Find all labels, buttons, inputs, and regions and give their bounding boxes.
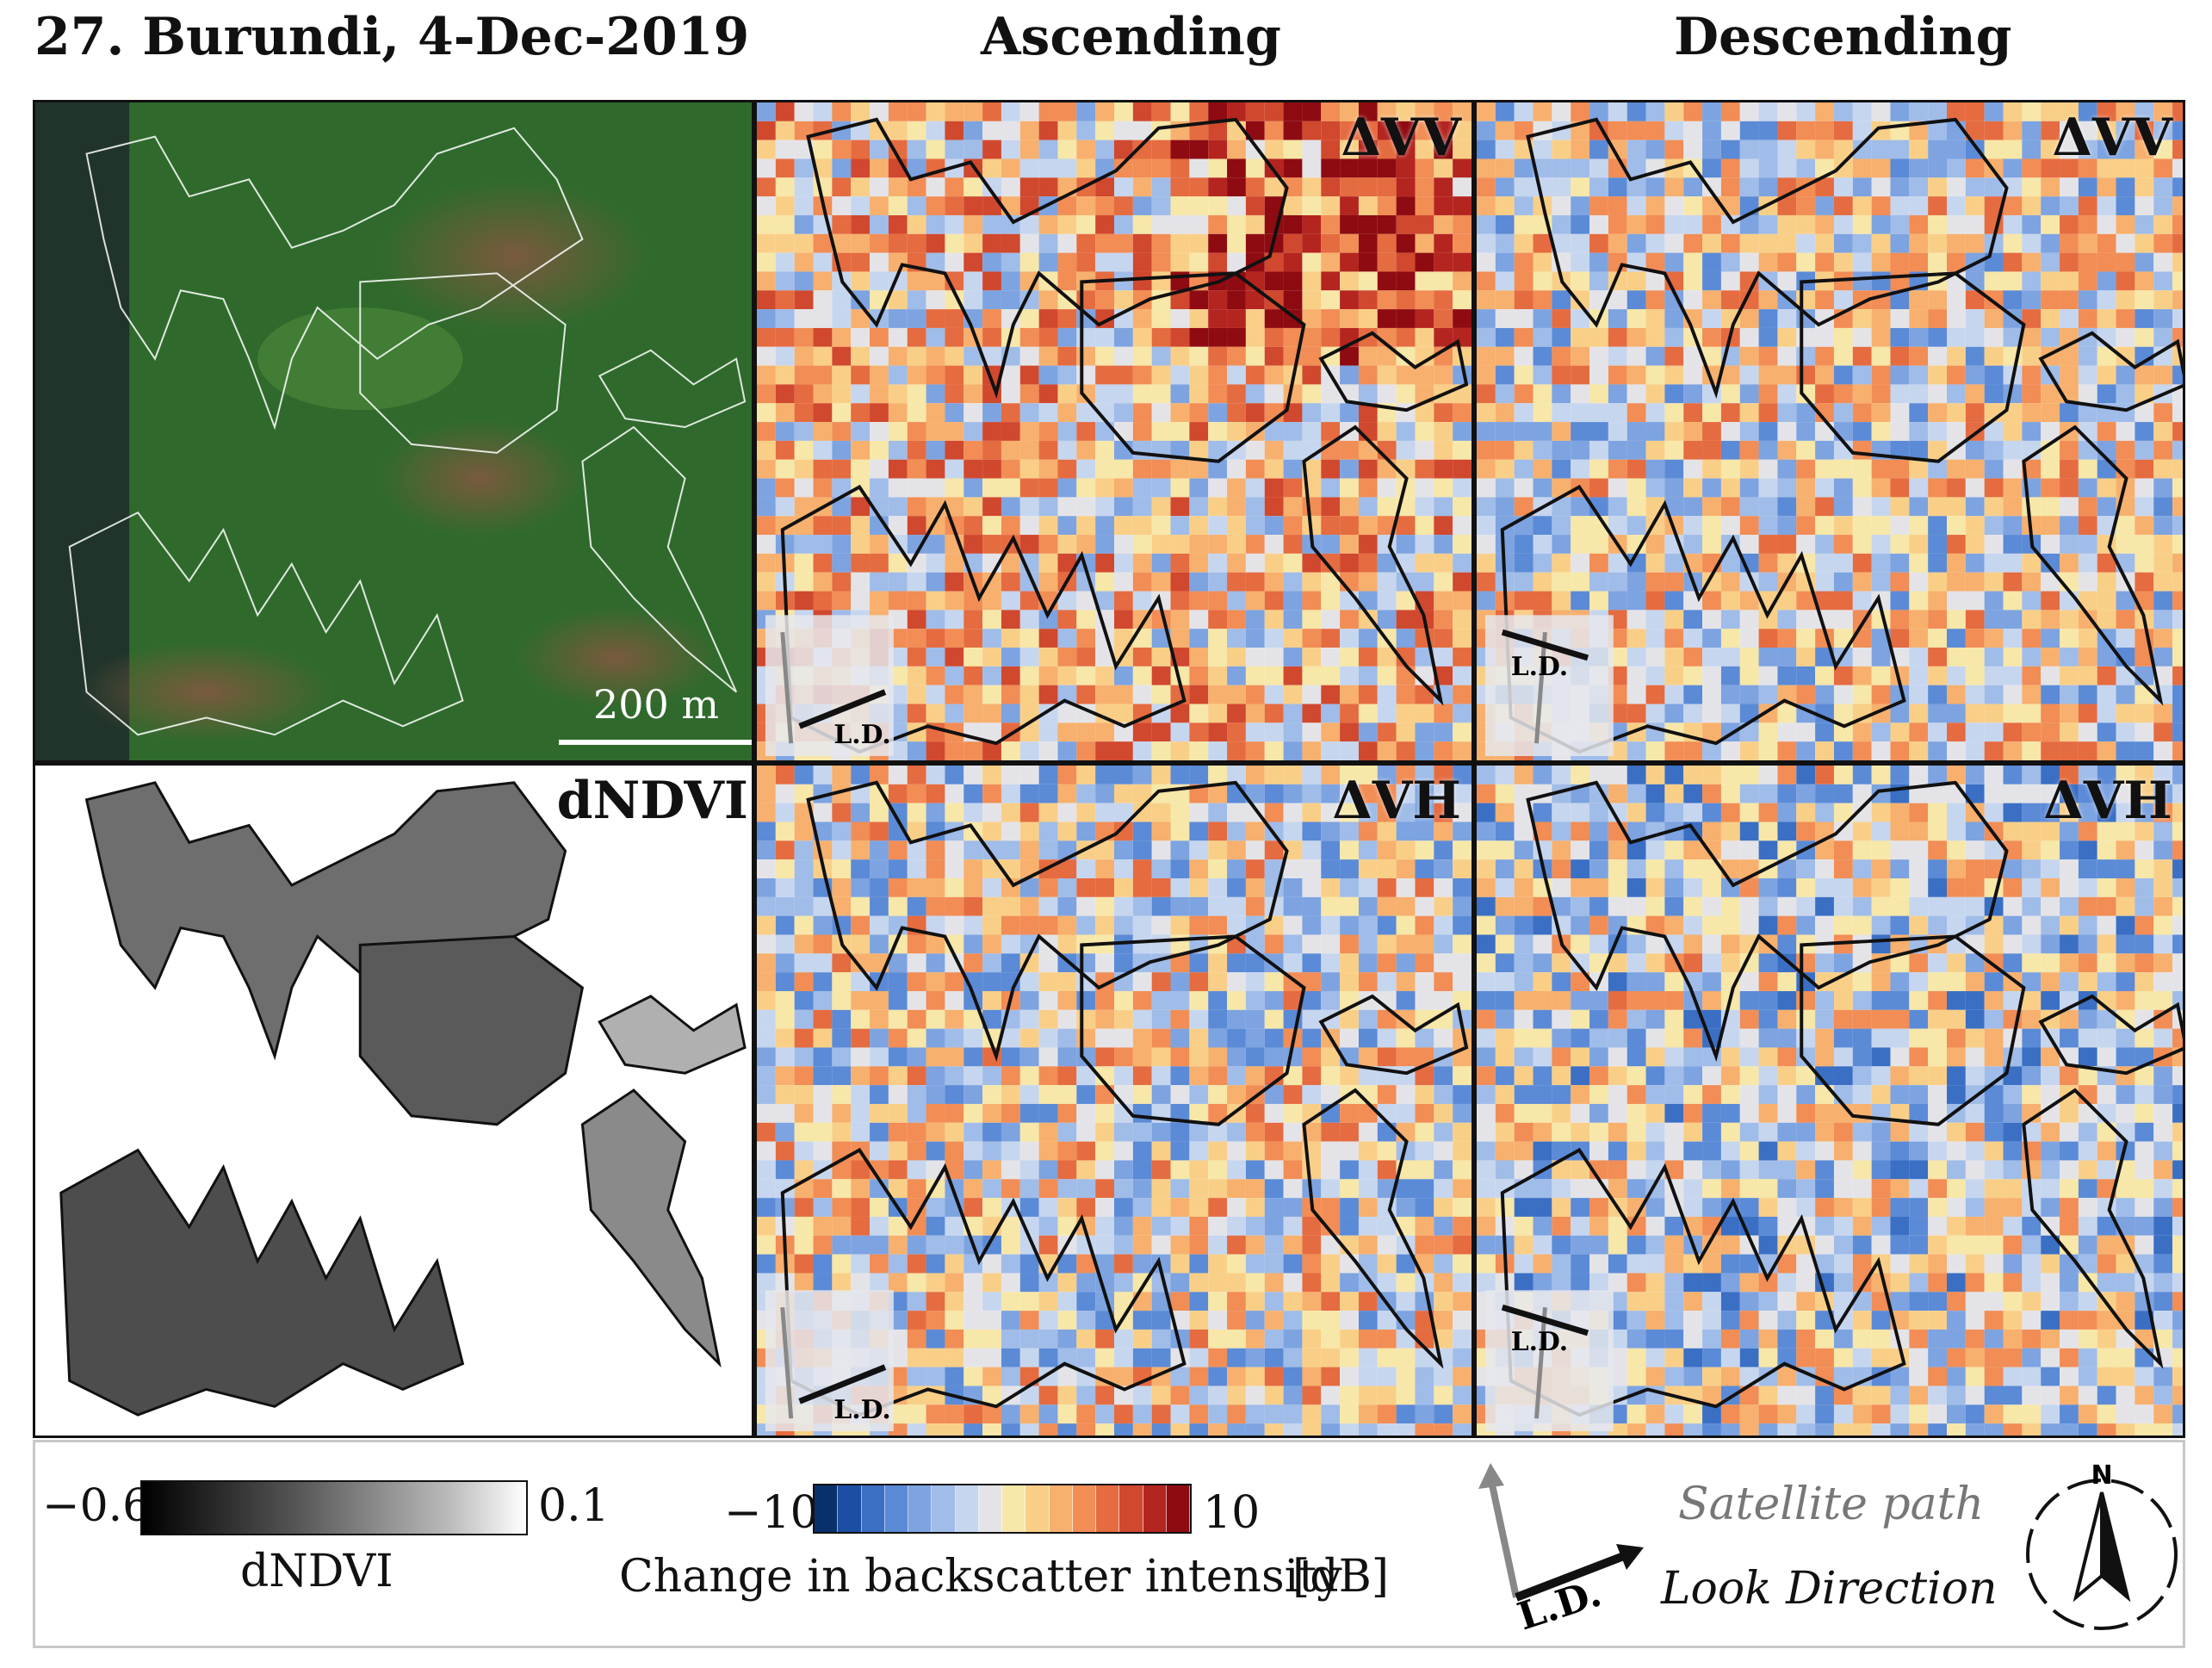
colorbar-swatch (1119, 1485, 1143, 1532)
colorbar-swatch (1096, 1485, 1120, 1532)
colorbar-swatch (1002, 1485, 1026, 1532)
look-direction-inset-label: L.D. (833, 1395, 890, 1425)
colorbar-swatch (932, 1485, 956, 1532)
colorbar-swatch (1025, 1485, 1050, 1532)
backscatter-max-label: 10 (1203, 1487, 1261, 1539)
colorbar-swatch (908, 1485, 933, 1532)
scale-bar (559, 740, 752, 745)
look-direction-arrow-icon (1515, 1544, 1644, 1602)
descending-vh-heatmap: L.D. (1477, 766, 2183, 1435)
satellite-path-arrow-icon (1478, 1463, 1520, 1598)
backscatter-unit: [dB] (1292, 1551, 1390, 1603)
legend-box: −0.6 0.1 dNDVI −10 10 Change in backscat… (33, 1440, 2185, 1648)
look-direction-label: Look Direction (1661, 1563, 1998, 1615)
colorbar-swatch (1049, 1485, 1073, 1532)
descending-vh-panel: L.D. ΔVH (1474, 763, 2185, 1438)
colorbar-swatch (955, 1485, 979, 1532)
descending-vv-panel: L.D. ΔVV (1474, 100, 2185, 763)
colorbar-swatch (884, 1485, 908, 1532)
ascending-vv-panel: L.D. ΔVV (754, 100, 1474, 763)
dndvi-colorbar-title: dNDVI (240, 1546, 393, 1597)
look-direction-inset-label: L.D. (1511, 1327, 1568, 1357)
scale-bar-label: 200 m (593, 681, 720, 728)
descending-vh-label: ΔVH (2043, 771, 2172, 831)
backscatter-colorbar (813, 1484, 1192, 1534)
colorbar-swatch (815, 1485, 839, 1532)
compass-icon: N (2026, 1460, 2178, 1630)
satellite-image (35, 102, 752, 760)
ascending-vv-heatmap: L.D. (757, 102, 1472, 760)
descending-vv-heatmap: L.D. (1477, 102, 2183, 760)
descending-vv-label: ΔVV (2052, 108, 2172, 168)
colorbar-swatch (1166, 1485, 1190, 1532)
column-heading-ascending: Ascending (981, 7, 1281, 67)
colorbar-swatch (861, 1485, 885, 1532)
column-heading-descending: Descending (1674, 7, 2012, 67)
backscatter-colorbar-title: Change in backscatter intensity (619, 1551, 1342, 1603)
dndvi-panel: dNDVI (33, 763, 754, 1438)
look-direction-inset-label: L.D. (833, 720, 890, 750)
dndvi-colorbar (140, 1480, 528, 1535)
satellite-image-panel: 200 m (33, 100, 754, 763)
dndvi-min-label: −0.6 (42, 1480, 152, 1532)
colorbar-swatch (978, 1485, 1002, 1532)
ascending-vv-label: ΔVV (1341, 108, 1461, 168)
ascending-vh-label: ΔVH (1332, 771, 1461, 831)
colorbar-swatch (1072, 1485, 1096, 1532)
ld-abbrev-label: L.D. (1513, 1572, 1607, 1640)
dndvi-map (35, 766, 752, 1435)
satellite-path-label: Satellite path (1678, 1479, 1985, 1530)
figure-title: 27. Burundi, 4-Dec-2019 (34, 7, 750, 67)
dndvi-max-label: 0.1 (538, 1480, 610, 1532)
ascending-vh-heatmap: L.D. (757, 766, 1472, 1435)
look-direction-inset-label: L.D. (1511, 652, 1568, 682)
colorbar-swatch (838, 1485, 862, 1532)
legend-arrows-icon: L.D. (1478, 1463, 1644, 1640)
compass-north-label: N (2091, 1460, 2112, 1491)
dndvi-label: dNDVI (556, 771, 748, 831)
backscatter-min-label: −10 (724, 1487, 819, 1539)
colorbar-swatch (1143, 1485, 1167, 1532)
ascending-vh-panel: L.D. ΔVH (754, 763, 1474, 1438)
